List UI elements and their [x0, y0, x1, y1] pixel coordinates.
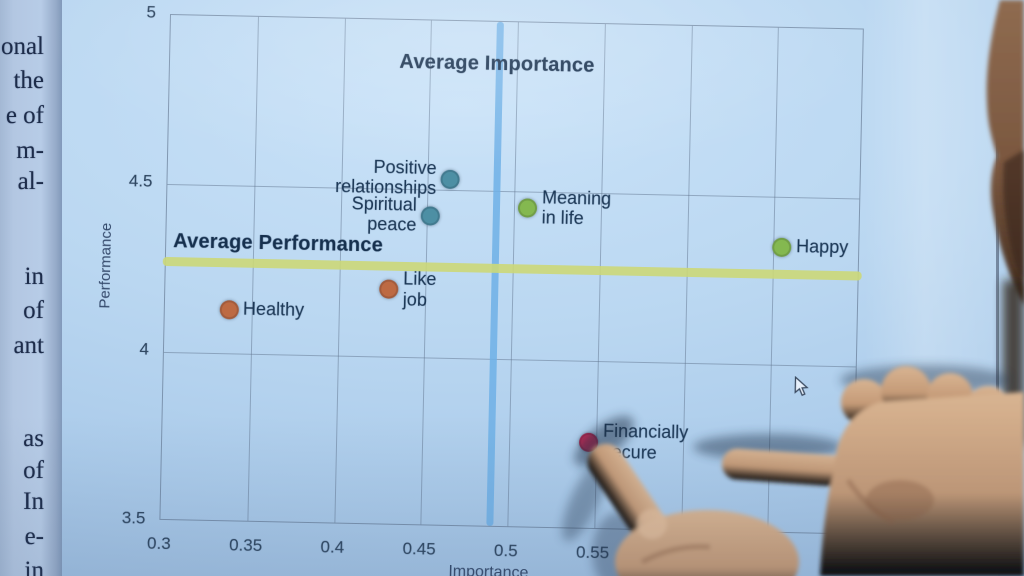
point-label: Like job	[402, 268, 437, 310]
book-text-fragment: e-	[24, 523, 44, 550]
x-tick-label: 0.3	[146, 533, 171, 554]
x-tick-label: 0.55	[575, 542, 610, 563]
y-tick-label: 4	[139, 339, 150, 359]
book-text-fragment: e of	[5, 102, 44, 129]
x-gridline	[333, 18, 346, 523]
x-tick-label: 0.5	[493, 540, 518, 561]
point-dot	[772, 237, 792, 257]
y-axis-title: Performance	[96, 222, 116, 309]
point-dot	[440, 169, 461, 190]
point-label: Meaning in life	[541, 186, 612, 229]
book-text-fragment: onal	[0, 33, 44, 60]
point-dot	[518, 198, 538, 218]
point-label: Financially secure	[602, 420, 689, 463]
book-text-fragment: the	[13, 67, 44, 94]
point-dot	[219, 300, 239, 320]
point-label: Happy	[795, 236, 849, 258]
x-gridline	[767, 27, 780, 532]
y-tick-label: 4.5	[128, 170, 153, 191]
y-tick-label: 3.5	[121, 508, 146, 528]
average-performance-label: Average Performance	[173, 230, 384, 257]
average-importance-line	[486, 21, 505, 526]
book-page-edge: onal the e of m-al-in of ant as of In e-in	[0, 0, 62, 576]
point-dot	[420, 206, 441, 226]
x-axis-title: Importance	[448, 562, 529, 576]
x-gridline	[247, 16, 259, 521]
book-text-fragment: ant	[13, 332, 44, 359]
book-text-fragment: in	[24, 263, 44, 290]
book-text-fragment: al-	[17, 168, 44, 195]
x-tick-label: 0.65	[749, 546, 783, 566]
x-gridline	[507, 22, 519, 527]
plot-area: Positive relationships Spiritual peace Mea…	[159, 14, 864, 535]
book-text-fragment: In	[23, 488, 44, 515]
x-tick-label: 0.35	[228, 535, 263, 556]
book-text-fragment: of	[23, 297, 44, 324]
y-tick-label: 5	[146, 2, 157, 22]
point-dot	[379, 279, 399, 300]
point-label: Positive relationships	[334, 156, 437, 199]
x-tick-label: 0.45	[402, 538, 436, 559]
book-text-fragment: m-	[16, 137, 44, 164]
book-text-fragment: of	[23, 457, 44, 484]
point-label: Spiritual peace	[351, 192, 417, 236]
book-text-fragment: as	[23, 425, 44, 452]
mouse-cursor-icon	[794, 376, 809, 397]
point-label: Healthy	[242, 299, 305, 321]
book-text-fragment: in	[24, 557, 44, 576]
x-tick-label: 0.4	[320, 537, 345, 557]
